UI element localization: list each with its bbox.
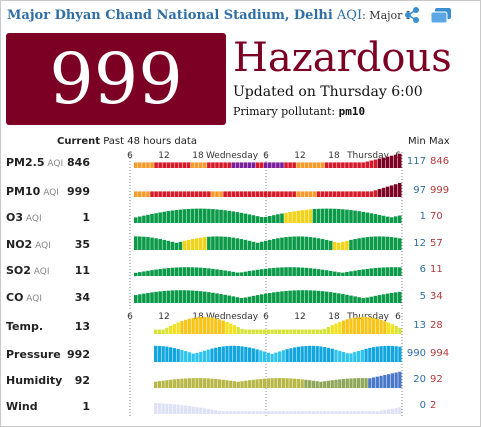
- row-label-o3: O3 AQI: [6, 211, 42, 224]
- minmax-header: Min Max: [408, 136, 450, 147]
- share-icon[interactable]: [403, 6, 421, 24]
- row-unit: AQI: [30, 267, 50, 277]
- row-current-value: 92: [74, 374, 90, 387]
- aqi-status: Hazardous: [233, 35, 452, 81]
- row-current-value: 34: [74, 291, 90, 304]
- row-current-value: 1: [82, 211, 90, 224]
- row-current-value: 35: [74, 238, 90, 251]
- row-label-wind: Wind: [6, 400, 38, 413]
- updated-time: Updated on Thursday 6:00: [233, 84, 423, 100]
- row-current-value: 846: [67, 156, 90, 169]
- row-current-value: 13: [74, 320, 90, 333]
- row-unit: AQI: [40, 188, 59, 198]
- row-name: CO: [6, 291, 24, 304]
- primary-pollutant-value: pm10: [338, 105, 366, 118]
- row-current-value: 999: [67, 185, 90, 198]
- row-min-value: 0: [419, 400, 426, 411]
- row-current-value: 1: [82, 400, 90, 413]
- row-max-value: 70: [430, 211, 443, 222]
- primary-pollutant: Primary pollutant: pm10: [233, 105, 365, 118]
- row-min-value: 1: [419, 211, 426, 222]
- row-label-no2: NO2 AQI: [6, 238, 51, 251]
- row-name: Wind: [6, 400, 38, 413]
- row-name: PM2.5: [6, 156, 45, 169]
- row-min-value: 97: [413, 185, 426, 196]
- row-max-value: 92: [430, 374, 443, 385]
- row-name: O3: [6, 211, 24, 224]
- row-unit: AQI: [23, 294, 43, 304]
- table-header: Current Past 48 hours data: [57, 136, 197, 147]
- row-current-value: 11: [74, 264, 90, 277]
- row-current-value: 992: [67, 348, 90, 361]
- station-name[interactable]: Major Dhyan Chand National Stadium, Delh…: [7, 8, 333, 23]
- station-header[interactable]: Major Dhyan Chand National Stadium, Delh…: [7, 8, 410, 23]
- row-name: Pressure: [6, 348, 61, 361]
- row-max-value: 57: [430, 238, 443, 249]
- primary-pollutant-label: Primary pollutant:: [233, 105, 336, 118]
- row-min-value: 12: [413, 238, 426, 249]
- camera-icon[interactable]: [430, 7, 452, 25]
- row-max-value: 28: [430, 320, 443, 331]
- row-label-pm10: PM10 AQI: [6, 185, 59, 198]
- station-subtitle: : Major I: [362, 9, 411, 22]
- aqi-value-box: 999: [6, 33, 226, 125]
- row-unit: AQI: [32, 241, 51, 251]
- current-column-label: Current: [57, 136, 101, 147]
- row-label-so2: SO2 AQI: [6, 264, 50, 277]
- row-name: PM10: [6, 185, 41, 198]
- row-unit: AQI: [23, 214, 42, 224]
- row-unit: AQI: [44, 159, 64, 169]
- row-max-value: 11: [430, 264, 443, 275]
- row-min-value: 6: [419, 264, 426, 275]
- row-max-value: 2: [430, 400, 437, 411]
- row-label-humidity: Humidity: [6, 374, 62, 387]
- max-column-label: Max: [428, 136, 450, 147]
- row-name: Humidity: [6, 374, 63, 387]
- row-label-pm25: PM2.5 AQI: [6, 156, 63, 169]
- row-label-pressure: Pressure: [6, 348, 61, 361]
- past-column-label: Past 48 hours data: [103, 136, 197, 147]
- row-name: SO2: [6, 264, 31, 277]
- row-min-value: 990: [406, 348, 426, 359]
- min-column-label: Min: [408, 136, 426, 147]
- row-name: Temp.: [6, 320, 44, 333]
- row-name: NO2: [6, 238, 33, 251]
- row-max-value: 994: [430, 348, 450, 359]
- row-label-co: CO AQI: [6, 291, 42, 304]
- row-min-value: 5: [419, 291, 426, 302]
- row-max-value: 999: [430, 185, 450, 196]
- row-min-value: 20: [413, 374, 426, 385]
- row-max-value: 846: [430, 156, 450, 167]
- aqi-label: AQI: [336, 8, 363, 23]
- row-max-value: 34: [430, 291, 443, 302]
- row-min-value: 117: [406, 156, 426, 167]
- row-label-temp: Temp.: [6, 320, 43, 333]
- row-min-value: 13: [413, 320, 426, 331]
